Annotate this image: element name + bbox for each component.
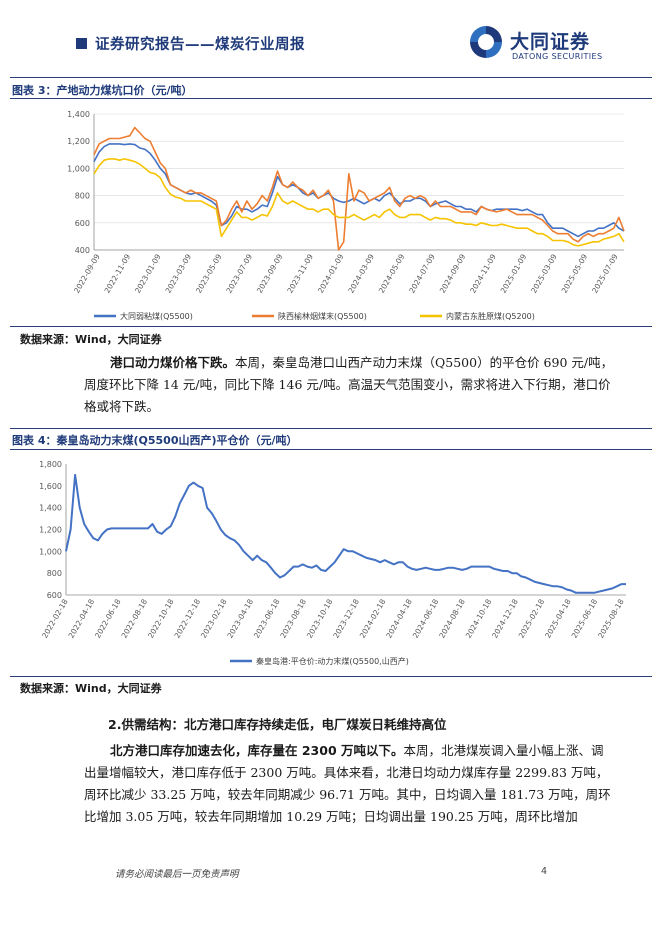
y-tick-label: 600: [47, 591, 62, 600]
series-line-2: [93, 126, 625, 251]
x-tick-label: 2022-09-09: [72, 252, 102, 294]
x-tick-label: 2022-02-18: [40, 597, 70, 639]
x-tick-label: 2025-02-18: [517, 597, 547, 639]
logo-text-en: DATONG SECURITIES: [512, 52, 603, 61]
series-line-3: [93, 158, 625, 247]
legend-label: 内蒙古东胜原煤(Q5200): [446, 311, 535, 321]
datong-logo-icon: [468, 24, 504, 60]
x-tick-label: 2022-10-18: [146, 597, 176, 639]
x-tick-label: 2023-10-18: [305, 597, 335, 639]
x-tick-label: 2022-04-18: [67, 597, 97, 639]
y-tick-label: 400: [75, 246, 90, 255]
y-tick-label: 600: [75, 219, 90, 228]
figure4-source: 数据来源：Wind，大同证券: [20, 682, 162, 695]
x-tick-label: 2024-04-18: [384, 597, 414, 639]
figure3-title-rule: [10, 98, 652, 99]
figure3-bottom-rule: [10, 326, 652, 327]
y-tick-label: 1,400: [67, 110, 90, 119]
x-tick-label: 2024-01-09: [316, 252, 346, 294]
x-tick-label: 2024-11-09: [468, 252, 498, 294]
figure4-bottom-rule: [10, 676, 652, 677]
x-tick-label: 2023-11-09: [285, 252, 315, 294]
y-tick-label: 1,400: [39, 504, 62, 513]
figure4-title: 图表 4：秦皇岛动力末煤(Q5500山西产)平仓价（元/吨）: [12, 434, 298, 447]
x-tick-label: 2023-08-18: [278, 597, 308, 639]
x-tick-label: 2022-11-09: [103, 252, 133, 294]
disclaimer-note: 请务必阅读最后一页免责声明: [115, 869, 239, 880]
y-tick-label: 800: [75, 192, 90, 201]
x-tick-label: 2024-08-18: [437, 597, 467, 639]
paragraph-port-inventory-lead: 北方港口库存加速去化，库存量在 2300 万吨以下。: [110, 743, 404, 758]
x-tick-label: 2023-03-09: [164, 252, 194, 294]
x-tick-label: 2023-04-18: [225, 597, 255, 639]
paragraph-port-price-lead: 港口动力煤价格下跌。: [110, 355, 236, 370]
figure4-title-rule: [10, 449, 652, 450]
x-tick-label: 2022-08-18: [120, 597, 150, 639]
paragraph-port-inventory-body: 本周，北港煤炭调入量小幅上涨、调出量增幅较大，港口库存低于 2300 万吨。具体…: [84, 743, 611, 824]
figure4-top-rule: [10, 428, 652, 429]
x-tick-label: 2023-12-18: [331, 597, 361, 639]
x-tick-label: 2024-06-18: [411, 597, 441, 639]
paragraph-port-price: 港口动力煤价格下跌。本周，秦皇岛港口山西产动力末煤（Q5500）的平仓价 690…: [84, 352, 614, 418]
x-tick-label: 2024-05-09: [377, 252, 407, 294]
legend-label: 陕西榆林烟煤末(Q5500): [278, 311, 367, 321]
figure3-title: 图表 3：产地动力煤坑口价（元/吨）: [12, 84, 193, 97]
legend-label: 大同弱粘煤(Q5500): [120, 311, 193, 321]
logo-text-cn: 大同证券: [510, 31, 591, 53]
page-number: 4: [541, 866, 548, 877]
y-tick-label: 1,000: [67, 164, 90, 173]
y-tick-label: 800: [47, 569, 62, 578]
x-tick-label: 2024-07-09: [407, 252, 437, 294]
x-tick-label: 2024-02-18: [358, 597, 388, 639]
x-tick-label: 2023-06-18: [252, 597, 282, 639]
x-tick-label: 2022-12-18: [173, 597, 203, 639]
series-line-1: [65, 473, 626, 594]
figure3-top-rule: [10, 77, 652, 78]
y-tick-label: 1,200: [67, 137, 90, 146]
section-2-title: 2.供需结构：北方港口库存持续走低，电厂煤炭日耗维持高位: [108, 717, 447, 732]
x-tick-label: 2023-07-09: [224, 252, 254, 294]
x-tick-label: 2024-12-18: [490, 597, 520, 639]
x-tick-label: 2025-04-18: [543, 597, 573, 639]
x-tick-label: 2025-01-09: [499, 252, 529, 294]
y-tick-label: 1,600: [39, 482, 62, 491]
x-tick-label: 2023-05-09: [194, 252, 224, 294]
legend-label: 秦皇岛港:平仓价:动力末煤(Q5500,山西产): [256, 656, 409, 666]
x-tick-label: 2023-02-18: [199, 597, 229, 639]
x-tick-label: 2025-06-18: [570, 597, 600, 639]
x-tick-label: 2024-10-18: [464, 597, 494, 639]
y-tick-label: 1,800: [39, 460, 62, 469]
x-tick-label: 2025-08-18: [596, 597, 626, 639]
paragraph-port-price-body: 本周，秦皇岛港口山西产动力末煤（Q5500）的平仓价 690 元/吨，周度环比下…: [84, 355, 614, 414]
x-tick-label: 2025-05-09: [560, 252, 590, 294]
y-tick-label: 1,000: [39, 547, 62, 556]
x-tick-label: 2023-09-09: [255, 252, 285, 294]
report-header-title: 证券研究报告——煤炭行业周报: [95, 37, 305, 53]
x-tick-label: 2025-07-09: [590, 252, 620, 294]
paragraph-port-inventory: 北方港口库存加速去化，库存量在 2300 万吨以下。本周，北港煤炭调入量小幅上涨…: [84, 740, 614, 828]
x-tick-label: 2022-06-18: [93, 597, 123, 639]
x-tick-label: 2025-03-09: [529, 252, 559, 294]
x-tick-label: 2023-01-09: [133, 252, 163, 294]
figure4-chart: 1,800 1,600 1,400 1,200 1,000 800 6002022-02-1…: [39, 460, 626, 666]
header-bullet: [76, 38, 87, 49]
x-tick-label: 2024-03-09: [346, 252, 376, 294]
x-tick-label: 2024-09-09: [438, 252, 468, 294]
figure3-source: 数据来源：Wind，大同证券: [20, 333, 162, 346]
y-tick-label: 1,200: [39, 526, 62, 535]
